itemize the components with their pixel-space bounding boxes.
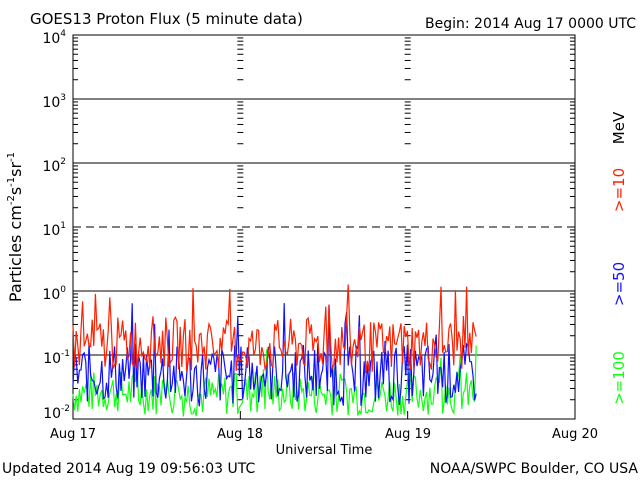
y-axis-label: Particles cm-2s-1sr-1 <box>6 152 25 302</box>
y-tick-label-10-4: 104 <box>42 29 66 47</box>
y-tick-label-10-1: 101 <box>42 221 66 239</box>
y-tick-labels: 104 103 102 101 100 10-1 10-2 <box>42 29 70 422</box>
legend-ge100-label: >=100 <box>610 351 628 405</box>
x-axis-label: Universal Time <box>276 443 373 458</box>
y-tick-label-10-0: 100 <box>42 285 66 303</box>
x-tick-label-aug17: Aug 17 <box>50 427 96 442</box>
legend-ge50-label: >=50 <box>610 262 628 306</box>
series-trace-2 <box>72 345 477 417</box>
legend-mev-label: MeV <box>610 111 628 144</box>
x-tick-label-aug20: Aug 20 <box>552 427 598 442</box>
x-tick-label-aug18: Aug 18 <box>217 427 263 442</box>
begin-time: Begin: 2014 Aug 17 0000 UTC <box>425 16 636 32</box>
y-tick-label-10-3: 103 <box>42 93 66 111</box>
series-ge100-line <box>72 345 477 417</box>
series-ge10-line <box>72 284 477 374</box>
chart-title: GOES13 Proton Flux (5 minute data) <box>30 10 303 28</box>
credit-text: NOAA/SWPC Boulder, CO USA <box>430 461 639 477</box>
updated-timestamp: Updated 2014 Aug 19 09:56:03 UTC <box>2 461 255 477</box>
legend-ge10-label: >=10 <box>610 168 628 212</box>
y-tick-label-10-2: 102 <box>42 157 66 175</box>
series-trace-0 <box>72 284 477 374</box>
grid-layer <box>72 37 576 419</box>
x-tick-label-aug19: Aug 19 <box>385 427 431 442</box>
y-tick-label-10-minus1: 10-1 <box>43 349 70 367</box>
y-tick-label-10-minus2: 10-2 <box>43 404 70 422</box>
series-trace-1 <box>72 303 477 407</box>
series-ge50-line <box>72 303 477 407</box>
